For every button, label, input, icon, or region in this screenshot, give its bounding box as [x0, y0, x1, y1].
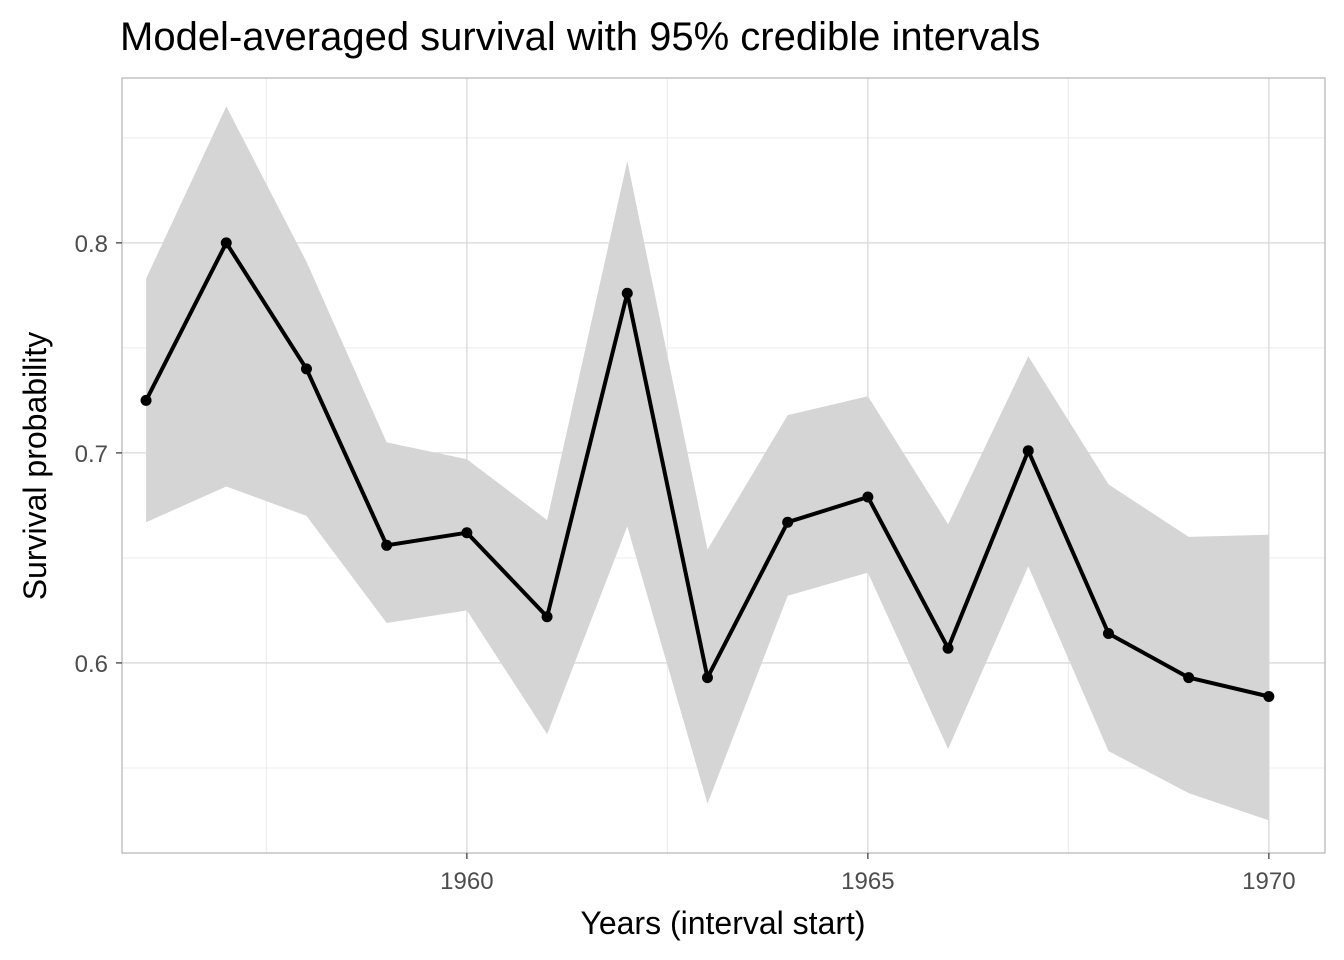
data-point [1183, 672, 1195, 684]
data-point [140, 394, 152, 406]
data-point [782, 516, 794, 528]
data-point [1102, 628, 1114, 640]
y-axis-title: Survival probability [17, 332, 53, 601]
x-tick-label: 1970 [1242, 868, 1295, 895]
x-tick-label: 1960 [440, 868, 493, 895]
data-point [1263, 691, 1275, 703]
data-point [300, 363, 312, 375]
data-point [942, 642, 954, 654]
data-point [701, 672, 713, 684]
data-point [381, 539, 393, 551]
x-axis-ticks: 1960 1965 1970 [440, 853, 1296, 895]
data-point [1022, 445, 1034, 457]
data-point [621, 287, 633, 299]
data-point [461, 527, 473, 539]
data-point [541, 611, 553, 623]
data-point [862, 491, 874, 503]
x-tick-label: 1965 [841, 868, 894, 895]
x-axis-title: Years (interval start) [580, 905, 865, 941]
points-layer [140, 237, 1275, 703]
y-axis-ticks: 0.6 0.7 0.8 [75, 231, 122, 678]
y-tick-label: 0.7 [75, 441, 108, 468]
credible-interval-layer [146, 106, 1269, 821]
y-tick-label: 0.6 [75, 651, 108, 678]
y-tick-label: 0.8 [75, 231, 108, 258]
data-point [220, 237, 232, 249]
panel-border [121, 77, 1326, 854]
credible-interval-ribbon [146, 106, 1269, 821]
chart-title: Model-averaged survival with 95% credibl… [120, 15, 1040, 59]
